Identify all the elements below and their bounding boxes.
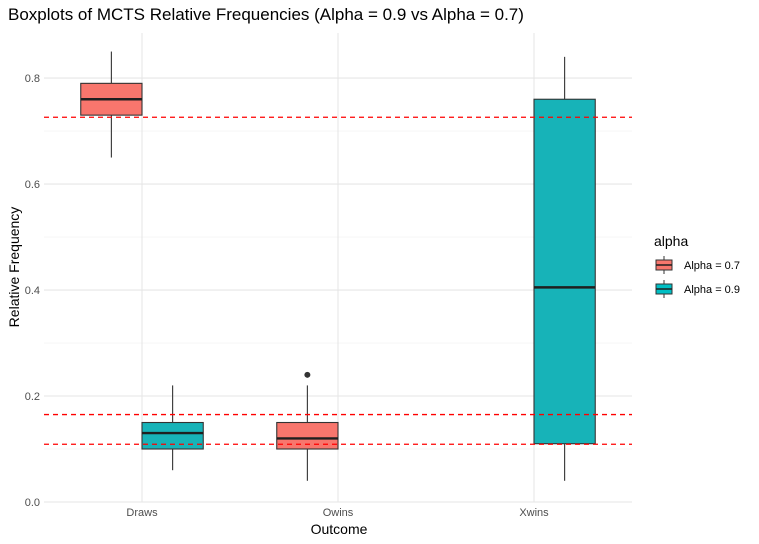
outlier-point <box>304 371 311 378</box>
y-tick-label: 0.4 <box>25 285 40 297</box>
box-body <box>276 421 339 450</box>
box-body <box>533 98 596 445</box>
x-tick-label: Draws <box>126 507 158 519</box>
legend-label: Alpha = 0.9 <box>684 284 740 296</box>
reference-lines <box>44 116 632 445</box>
y-axis-ticks: 0.0 0.2 0.4 0.6 0.8 <box>25 73 40 509</box>
x-axis-ticks: Draws Owins Xwins <box>126 507 549 519</box>
legend-label: Alpha = 0.7 <box>684 260 740 272</box>
chart-title: Boxplots of MCTS Relative Frequencies (A… <box>8 5 524 24</box>
y-axis-title: Relative Frequency <box>6 207 22 328</box>
x-tick-label: Xwins <box>519 507 549 519</box>
legend: alpha Alpha = 0.7 Alpha = 0.9 <box>654 233 740 298</box>
box-draws-alpha-07 <box>80 51 143 158</box>
y-tick-label: 0.8 <box>25 73 40 85</box>
box-body <box>141 421 204 450</box>
box-xwins-alpha-09 <box>533 56 596 481</box>
y-tick-label: 0.6 <box>25 179 40 191</box>
y-tick-label: 0.0 <box>25 497 40 509</box>
box-draws-alpha-09 <box>141 385 204 471</box>
x-tick-label: Owins <box>323 507 354 519</box>
legend-key <box>655 256 673 274</box>
x-axis-title: Outcome <box>311 521 368 537</box>
legend-key <box>655 280 673 298</box>
box-owins-alpha-07 <box>276 371 339 481</box>
legend-title: alpha <box>654 233 688 249</box>
y-tick-label: 0.2 <box>25 391 40 403</box>
